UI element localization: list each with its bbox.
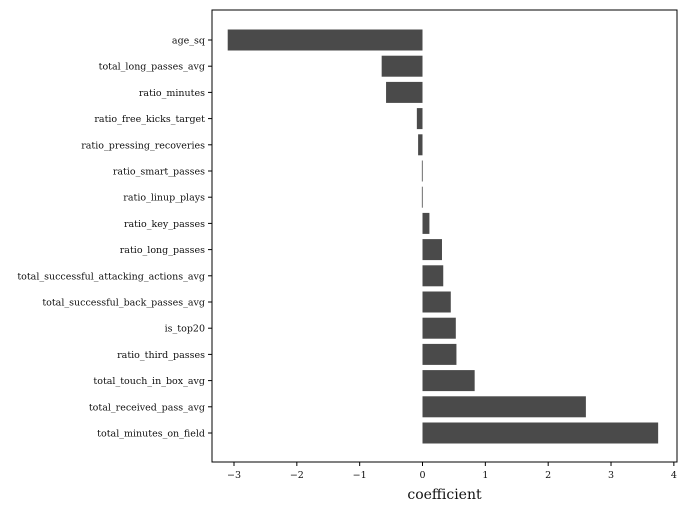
bar-age-sq xyxy=(227,29,423,51)
y-tick-label: ratio_long_passes xyxy=(120,245,205,256)
bar-ratio-free-kicks-target xyxy=(416,108,423,130)
plot-area xyxy=(211,9,678,463)
bar-total-received-pass-avg xyxy=(422,396,586,418)
y-tick-label: total_long_passes_avg xyxy=(99,62,205,73)
x-tick-label: −2 xyxy=(290,470,304,481)
y-tick-label: is_top20 xyxy=(165,324,205,335)
bar-total-long-passes-avg xyxy=(381,55,423,77)
y-tick-label: ratio_key_passes xyxy=(124,219,205,230)
x-axis-title: coefficient xyxy=(407,487,482,503)
y-axis-ticks: age_sq total_long_passes_avg ratio_minutes… xyxy=(17,36,212,440)
x-tick-label: 0 xyxy=(419,470,425,481)
x-tick-label: 4 xyxy=(671,470,677,481)
x-tick-label: −1 xyxy=(353,470,367,481)
bar-total-successful-back-passes-avg xyxy=(422,291,451,313)
y-tick-label: ratio_minutes xyxy=(139,88,205,99)
y-tick-label: total_successful_back_passes_avg xyxy=(42,298,205,309)
x-tick-label: 1 xyxy=(482,470,488,481)
y-tick-label: total_successful_attacking_actions_avg xyxy=(17,271,205,282)
bar-ratio-linup-plays xyxy=(421,186,423,208)
bars-group xyxy=(227,29,659,444)
y-tick-label: ratio_linup_plays xyxy=(123,193,205,204)
bar-total-touch-in-box-avg xyxy=(422,370,475,392)
x-tick-label: 3 xyxy=(608,470,614,481)
bar-ratio-pressing-recoveries xyxy=(418,134,423,156)
bar-ratio-third-passes xyxy=(422,343,457,365)
bar-ratio-long-passes xyxy=(422,239,442,261)
bar-ratio-minutes xyxy=(386,81,423,103)
bar-total-minutes-on-field xyxy=(422,422,659,444)
x-tick-label: −3 xyxy=(227,470,241,481)
y-tick-label: total_received_pass_avg xyxy=(89,402,205,413)
bar-ratio-smart-passes xyxy=(421,160,423,182)
y-tick-label: age_sq xyxy=(172,36,205,47)
y-tick-label: total_touch_in_box_avg xyxy=(93,376,205,387)
bar-total-successful-attacking-actions-avg xyxy=(422,265,444,287)
bar-is-top20 xyxy=(422,317,456,339)
x-tick-label: 2 xyxy=(545,470,551,481)
y-tick-label: total_minutes_on_field xyxy=(97,429,205,440)
y-tick-label: ratio_smart_passes xyxy=(113,167,205,178)
y-tick-label: ratio_pressing_recoveries xyxy=(81,140,205,151)
x-axis-ticks: −3 −2 −1 0 1 2 3 4 xyxy=(227,462,677,481)
y-tick-label: ratio_third_passes xyxy=(117,350,205,361)
bar-ratio-key-passes xyxy=(422,212,430,234)
y-tick-label: ratio_free_kicks_target xyxy=(94,114,205,125)
